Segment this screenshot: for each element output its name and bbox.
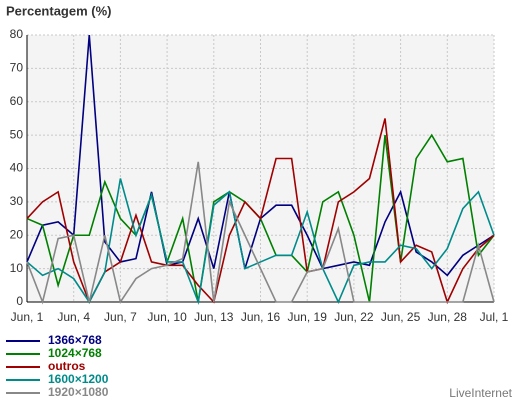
legend-label: outros [48, 359, 86, 373]
y-tick-label: 80 [10, 27, 24, 41]
legend-label: 1024×768 [48, 346, 102, 360]
chart-title: Percentagem (%) [6, 3, 111, 18]
watermark: LiveInternet [449, 386, 512, 400]
series-line [26, 161, 495, 305]
x-tick-label: Jun, 10 [147, 310, 187, 324]
legend-label: 1600×1200 [48, 372, 109, 386]
x-tick-label: Jun, 4 [57, 310, 90, 324]
series-line [26, 178, 495, 306]
y-tick-label: 40 [10, 161, 24, 175]
y-tick-label: 10 [10, 261, 24, 275]
x-tick-label: Jun, 19 [288, 310, 328, 324]
y-tick-label: 30 [10, 194, 24, 208]
x-tick-label: Jun, 25 [381, 310, 421, 324]
legend-label: 1920×1080 [48, 385, 109, 399]
x-tick-label: Jun, 22 [334, 310, 374, 324]
y-tick-label: 70 [10, 61, 24, 75]
x-tick-label: Jun, 28 [428, 310, 468, 324]
y-tick-label: 0 [16, 294, 23, 308]
x-tick-label: Jun, 16 [241, 310, 281, 324]
y-tick-label: 20 [10, 227, 24, 241]
x-tick-label: Jun, 13 [194, 310, 234, 324]
x-tick-label: Jul, 1 [480, 310, 509, 324]
y-tick-label: 60 [10, 94, 24, 108]
x-tick-label: Jun, 7 [104, 310, 137, 324]
x-tick-label: Jun, 1 [11, 310, 44, 324]
y-tick-label: 50 [10, 127, 24, 141]
legend-label: 1366×768 [48, 333, 102, 347]
